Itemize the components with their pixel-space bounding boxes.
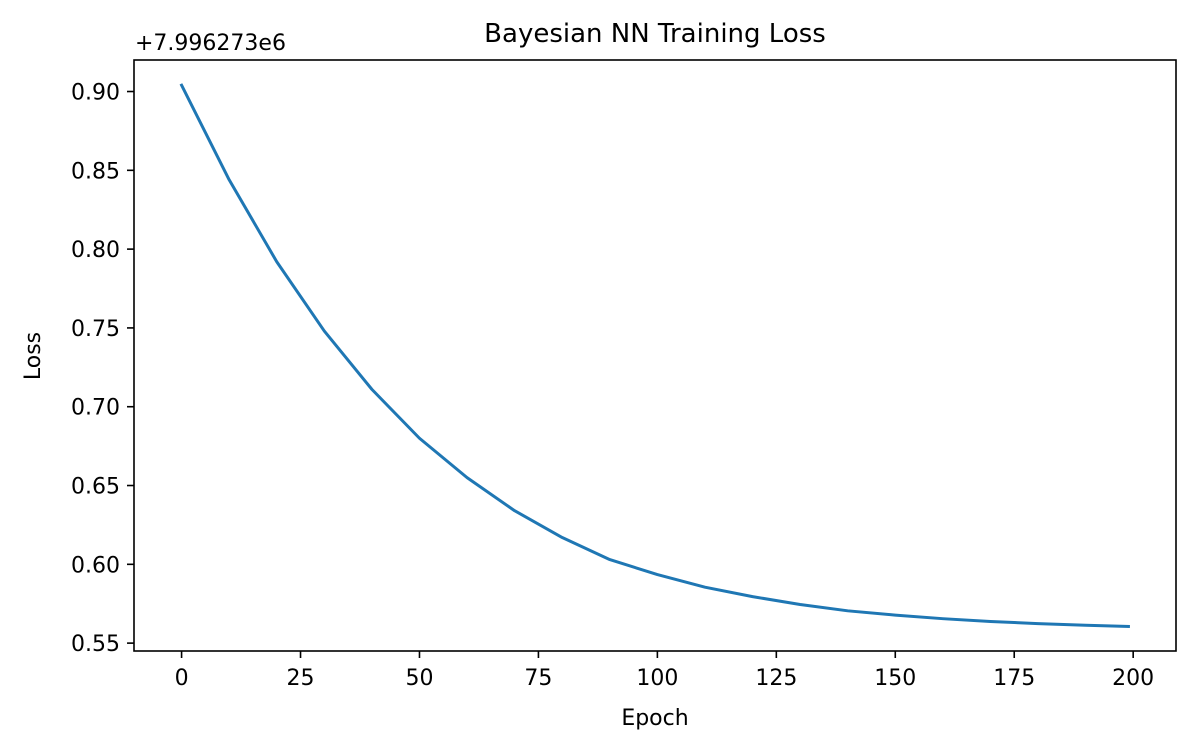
plot-frame [133,59,1177,652]
y-tick-label: 0.65 [71,475,120,500]
x-tick-label: 150 [874,666,916,691]
y-tick-label: 0.90 [71,81,120,106]
y-axis-label: Loss [21,332,46,380]
series-line [179,83,1130,628]
y-tick-label: 0.75 [71,317,120,342]
y-tick-label: 0.70 [71,396,120,421]
x-tick-label: 125 [755,666,797,691]
x-ticks: 0 25 50 75 100 125 150 175 200 [175,651,1154,691]
chart-title: Bayesian NN Training Loss [484,19,826,49]
x-tick-label: 0 [175,666,189,691]
x-tick-label: 75 [524,666,552,691]
y-tick-label: 0.60 [71,553,120,578]
x-tick-label: 50 [405,666,433,691]
y-tick-label: 0.85 [71,159,120,184]
x-tick-label: 175 [993,666,1035,691]
series-layer [179,83,1130,628]
x-tick-label: 25 [287,666,315,691]
x-tick-label: 100 [636,666,678,691]
y-ticks: 0.55 0.60 0.65 0.70 0.75 0.80 0.85 0.90 [71,81,134,657]
x-axis-label: Epoch [621,706,688,731]
y-tick-label: 0.80 [71,238,120,263]
y-tick-label: 0.55 [71,632,120,657]
x-tick-label: 200 [1112,666,1154,691]
y-offset-text: +7.996273e6 [135,31,286,56]
